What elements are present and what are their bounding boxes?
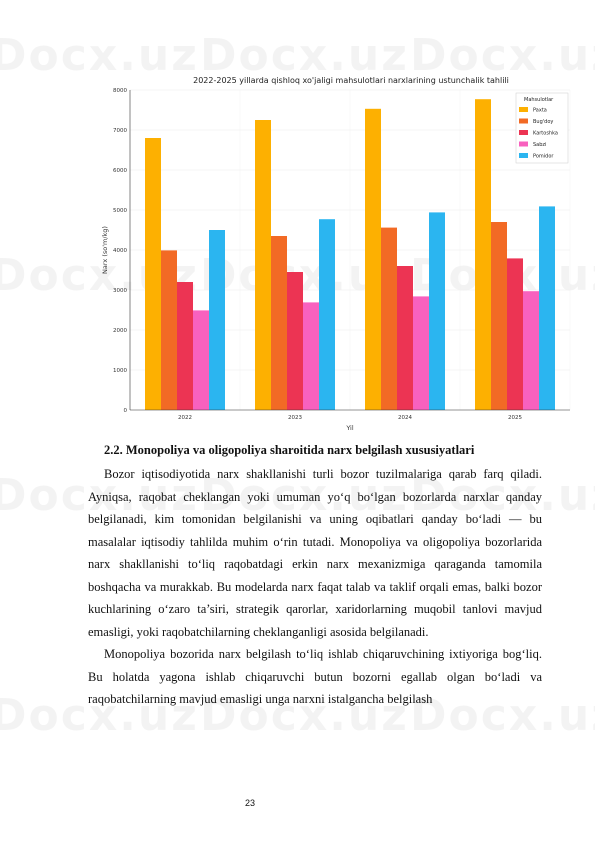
legend-label: Kartoshka — [533, 131, 558, 137]
section-heading: 2.2. Monopoliya va oligopoliya sharoitid… — [104, 443, 475, 457]
bar — [429, 212, 445, 410]
bar — [161, 250, 177, 410]
y-tick-label: 3000 — [113, 288, 127, 294]
y-tick-label: 0 — [124, 408, 128, 414]
x-tick-label: 2023 — [288, 415, 302, 421]
bar — [255, 120, 271, 410]
legend-label: Paxta — [533, 108, 547, 114]
legend-label: Pomidor — [533, 154, 554, 160]
x-tick-label: 2024 — [398, 415, 412, 421]
body-text: Bozor iqtisodiyotida narx shakllanishi t… — [88, 463, 542, 711]
chart-legend: Mahsulotlar Paxta Bug'doy Kartoshka Sabzi Po… — [515, 92, 569, 164]
legend-swatch — [519, 107, 528, 112]
chart-title: 2022-2025 yillarda qishloq xo'jaligi mah… — [193, 76, 509, 85]
y-tick-label: 4000 — [113, 248, 127, 254]
bar — [413, 296, 429, 410]
watermark-text: Docx.uz — [0, 690, 199, 741]
legend-box — [515, 92, 569, 164]
bar — [319, 219, 335, 410]
watermark-text: Docx.uz — [410, 690, 595, 741]
y-axis-label: Narx (so'm/kg) — [101, 226, 109, 274]
page-number: 23 — [245, 798, 256, 808]
watermark-text: Docx.uz — [0, 30, 199, 81]
legend-swatch — [519, 153, 528, 158]
watermark-text: Docx.uz — [0, 470, 199, 521]
watermark-text: Docx.uz — [410, 30, 595, 81]
y-tick-label: 2000 — [113, 328, 127, 334]
legend-swatch — [519, 118, 528, 124]
bar — [539, 206, 555, 410]
paragraph: Bozor iqtisodiyotida narx shakllanishi t… — [88, 467, 542, 639]
y-tick-label: 1000 — [113, 368, 127, 374]
bar — [365, 108, 381, 411]
bar — [209, 230, 225, 410]
watermark-text: Docx.uz — [410, 470, 595, 521]
bar — [397, 266, 413, 410]
bar — [271, 236, 287, 410]
bar — [475, 99, 491, 410]
bar — [523, 291, 539, 410]
legend-swatch — [519, 141, 528, 147]
bar — [287, 272, 303, 410]
bar — [381, 227, 397, 410]
watermark-text: Docx.uz — [200, 690, 409, 741]
bar — [507, 258, 523, 410]
bar — [145, 138, 161, 410]
legend-title: Mahsulotlar — [524, 97, 554, 103]
y-tick-label: 6000 — [113, 168, 127, 174]
x-tick-label: 2025 — [508, 415, 522, 421]
y-tick-label: 7000 — [113, 128, 127, 134]
y-tick-label: 8000 — [113, 88, 127, 94]
bar — [303, 302, 319, 410]
x-tick-label: 2022 — [178, 415, 192, 421]
bar — [193, 310, 209, 410]
legend-label: Sabzi — [533, 142, 546, 148]
legend-label: Bug'doy — [533, 119, 553, 125]
watermark-text: Docx.uz — [200, 470, 409, 521]
y-axis-ticks: 0 1000 2000 3000 4000 5000 6000 7000 8000 — [113, 88, 128, 414]
watermark-text: Docx.uz — [200, 30, 409, 81]
bar — [491, 222, 507, 410]
x-axis-label: Yil — [345, 424, 354, 432]
legend-swatch — [519, 130, 528, 135]
chart-bars — [145, 99, 555, 411]
x-axis-ticks: 2022 2023 2024 2025 — [178, 415, 522, 421]
paragraph: Monopoliya bozorida narx belgilash to‘li… — [88, 647, 542, 706]
bar-chart: 2022-2025 yillarda qishloq xo'jaligi mah… — [101, 76, 571, 432]
y-tick-label: 5000 — [113, 208, 127, 214]
bar — [177, 282, 193, 410]
